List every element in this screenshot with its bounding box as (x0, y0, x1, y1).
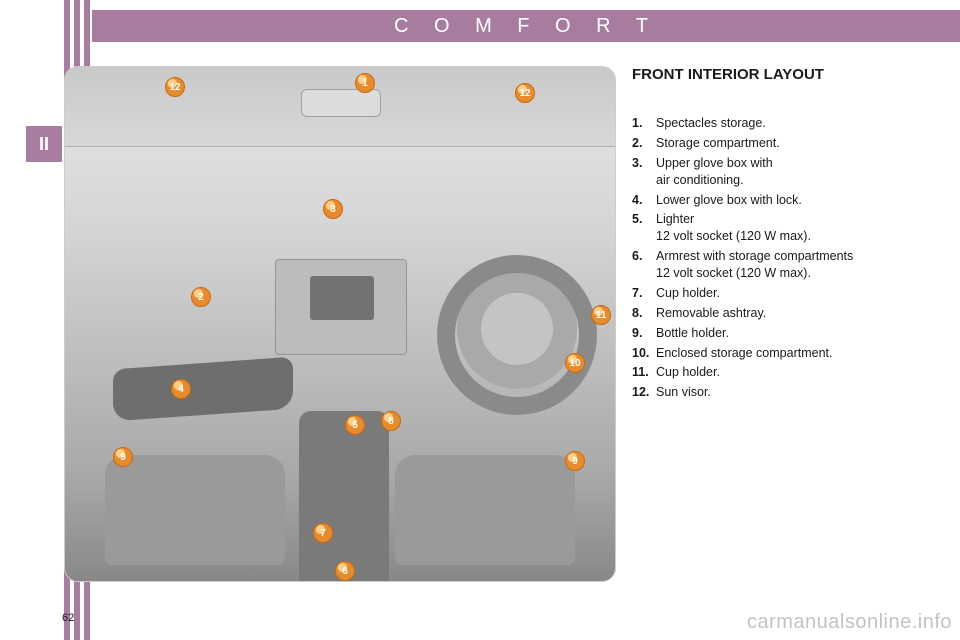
list-item-number: 12. (632, 384, 656, 401)
list-item-number: 10. (632, 345, 656, 362)
list-item: 8.Removable ashtray. (632, 305, 946, 322)
feature-list: 1.Spectacles storage.2.Storage compartme… (632, 115, 946, 401)
mirror-shape (301, 89, 381, 117)
center-console-shape (275, 259, 407, 355)
list-item-number: 4. (632, 192, 656, 209)
callout-dot: 3 (323, 199, 343, 219)
callout-dot: 9 (113, 447, 133, 467)
callout-dot: 12 (515, 83, 535, 103)
list-item-text: Upper glove box with air conditioning. (656, 155, 946, 189)
page-header: C O M F O R T (92, 10, 960, 42)
list-item-text: Removable ashtray. (656, 305, 946, 322)
watermark: carmanualsonline.info (747, 611, 952, 634)
callout-dot: 7 (313, 523, 333, 543)
content-column: FRONT INTERIOR LAYOUT 1.Spectacles stora… (632, 66, 946, 404)
callout-dot: 4 (171, 379, 191, 399)
callout-dot: 9 (565, 451, 585, 471)
list-item-number: 3. (632, 155, 656, 189)
list-item-text: Bottle holder. (656, 325, 946, 342)
list-item: 9.Bottle holder. (632, 325, 946, 342)
seat-left-shape (105, 455, 285, 565)
list-item-number: 9. (632, 325, 656, 342)
interior-diagram: 12 1 12 3 2 11 10 4 58 9 9 76 (64, 66, 616, 582)
list-item-number: 11. (632, 364, 656, 381)
list-item-text: Cup holder. (656, 285, 946, 302)
list-item-text: Spectacles storage. (656, 115, 946, 132)
callout-dot: 8 (381, 411, 401, 431)
list-item-number: 7. (632, 285, 656, 302)
list-item-number: 8. (632, 305, 656, 322)
list-item-number: 6. (632, 248, 656, 282)
list-item: 4.Lower glove box with lock. (632, 192, 946, 209)
list-item: 11.Cup holder. (632, 364, 946, 381)
list-item: 12.Sun visor. (632, 384, 946, 401)
list-item: 1.Spectacles storage. (632, 115, 946, 132)
steering-wheel-shape (437, 255, 597, 415)
list-item-text: Enclosed storage compartment. (656, 345, 946, 362)
list-item: 3.Upper glove box with air conditioning. (632, 155, 946, 189)
center-tunnel-shape (299, 411, 389, 581)
seat-right-shape (395, 455, 575, 565)
page-number: 62 (62, 612, 74, 624)
callout-dot: 2 (191, 287, 211, 307)
list-item-text: Cup holder. (656, 364, 946, 381)
callout-dot: 11 (591, 305, 611, 325)
list-item: 10.Enclosed storage compartment. (632, 345, 946, 362)
glovebox-shape (113, 357, 293, 422)
callout-dot: 10 (565, 353, 585, 373)
list-item-text: Lower glove box with lock. (656, 192, 946, 209)
callout-dot: 5 (345, 415, 365, 435)
list-item: 6.Armrest with storage compartments 12 v… (632, 248, 946, 282)
list-item-number: 2. (632, 135, 656, 152)
list-item-number: 5. (632, 211, 656, 245)
list-item-text: Storage compartment. (656, 135, 946, 152)
callout-dot: 12 (165, 77, 185, 97)
list-item: 5.Lighter 12 volt socket (120 W max). (632, 211, 946, 245)
section-title: FRONT INTERIOR LAYOUT (632, 66, 946, 83)
chapter-tab: II (26, 126, 62, 162)
list-item: 7.Cup holder. (632, 285, 946, 302)
list-item-text: Lighter 12 volt socket (120 W max). (656, 211, 946, 245)
list-item: 2.Storage compartment. (632, 135, 946, 152)
list-item-text: Sun visor. (656, 384, 946, 401)
list-item-number: 1. (632, 115, 656, 132)
callout-dot: 6 (335, 561, 355, 581)
list-item-text: Armrest with storage compartments 12 vol… (656, 248, 946, 282)
callout-dot: 1 (355, 73, 375, 93)
